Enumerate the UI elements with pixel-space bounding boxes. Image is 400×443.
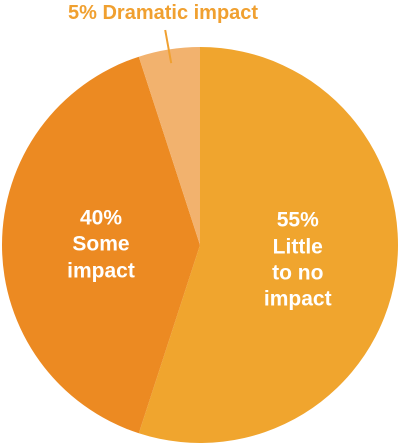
leader-line xyxy=(164,29,173,64)
value-label: 55% xyxy=(276,208,319,232)
pie-slice xyxy=(2,56,200,434)
value-label: 5% xyxy=(68,2,97,24)
pie-slice xyxy=(138,47,398,443)
slice-label: 5% Dramatic impact xyxy=(68,2,258,25)
value-label: 40% xyxy=(79,206,123,230)
category-label: Dramatic impact xyxy=(102,2,259,24)
category-label: Some impact xyxy=(67,232,135,283)
pie-slice xyxy=(138,47,200,245)
slice-label: 55% Little to no impact xyxy=(261,208,335,313)
category-label: Little to no impact xyxy=(263,235,332,311)
slice-label: 40% Some impact xyxy=(46,206,156,285)
